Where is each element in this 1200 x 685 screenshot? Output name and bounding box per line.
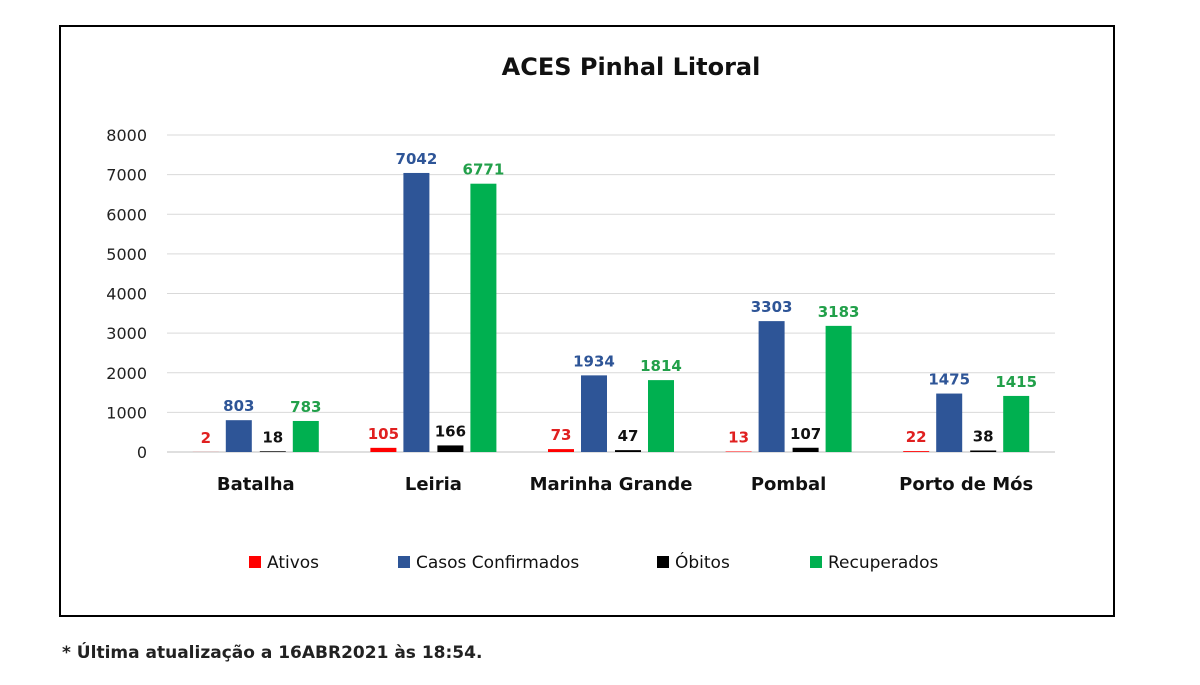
bar <box>792 447 819 452</box>
legend-swatch <box>398 556 410 568</box>
y-tick-label: 5000 <box>106 245 147 264</box>
bar <box>370 447 397 452</box>
y-tick-label: 4000 <box>106 285 147 304</box>
bar <box>825 325 852 452</box>
legend-label: Ativos <box>267 553 319 573</box>
bar <box>725 451 752 452</box>
data-label: 22 <box>906 428 927 446</box>
data-label: 13 <box>728 428 749 446</box>
data-label: 105 <box>368 425 399 443</box>
legend-swatch <box>249 556 261 568</box>
bar <box>292 420 319 452</box>
x-tick-label: Porto de Mós <box>899 474 1033 495</box>
legend-label: Óbitos <box>675 551 730 573</box>
bar <box>548 449 574 452</box>
data-label: 73 <box>551 426 572 444</box>
data-label: 2 <box>201 429 211 447</box>
x-tick-label: Batalha <box>217 474 295 495</box>
legend-swatch <box>810 556 822 568</box>
y-tick-label: 6000 <box>106 205 147 224</box>
y-tick-label: 3000 <box>106 324 147 343</box>
data-label: 3183 <box>818 303 860 321</box>
data-label: 1475 <box>928 371 970 389</box>
data-label: 803 <box>223 397 254 415</box>
chart-title: ACES Pinhal Litoral <box>502 53 761 81</box>
data-label: 166 <box>435 422 466 440</box>
bar <box>1003 395 1030 452</box>
data-label: 3303 <box>751 298 793 316</box>
bar <box>615 450 641 452</box>
data-label: 1934 <box>573 352 615 370</box>
x-tick-label: Marinha Grande <box>530 474 693 495</box>
data-label: 1415 <box>995 373 1037 391</box>
data-label: 18 <box>262 428 283 446</box>
legend-label: Casos Confirmados <box>416 553 579 573</box>
data-label: 38 <box>973 427 994 445</box>
y-tick-label: 1000 <box>106 403 147 422</box>
bar <box>581 375 607 452</box>
y-tick-label: 2000 <box>106 364 147 383</box>
data-label: 7042 <box>396 150 438 168</box>
bar <box>259 451 286 452</box>
bar <box>437 445 464 452</box>
x-tick-label: Pombal <box>751 474 827 495</box>
legend-label: Recuperados <box>828 553 938 573</box>
y-tick-label: 0 <box>137 443 147 462</box>
legend-swatch <box>657 556 669 568</box>
bar <box>936 393 963 452</box>
bar <box>225 420 252 452</box>
footnote: * Última atualização a 16ABR2021 às 18:5… <box>62 643 483 663</box>
bar <box>403 172 430 452</box>
bar <box>470 183 497 452</box>
data-label: 6771 <box>463 161 505 179</box>
chart-frame: ACES Pinhal Litoral 0 1000 2000 3000 4000 5000… <box>59 25 1115 617</box>
chart-svg: ACES Pinhal Litoral 0 1000 2000 3000 4000 5000… <box>106 53 1055 573</box>
bar <box>758 321 785 452</box>
data-label: 1814 <box>640 357 682 375</box>
x-tick-label: Leiria <box>405 474 462 495</box>
bar <box>903 451 930 452</box>
bar <box>970 450 997 452</box>
data-label: 783 <box>290 398 321 416</box>
y-tick-label: 7000 <box>106 166 147 185</box>
data-label: 47 <box>618 427 639 445</box>
data-label: 107 <box>790 425 821 443</box>
bar <box>648 380 674 452</box>
y-tick-label: 8000 <box>106 126 147 145</box>
